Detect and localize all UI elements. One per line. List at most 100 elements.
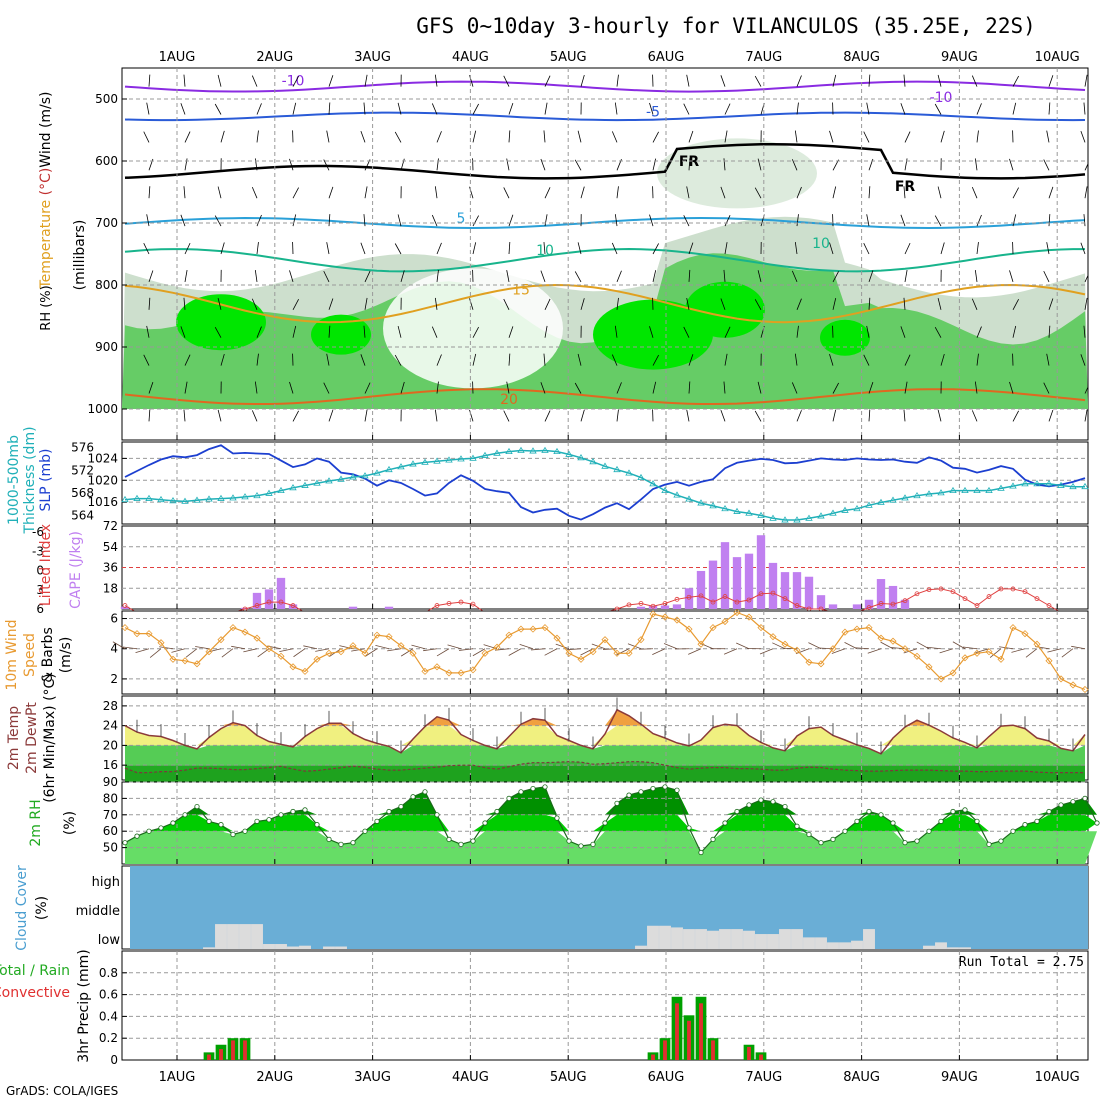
wind-barb <box>611 354 618 366</box>
wind-barb <box>364 382 371 394</box>
wind-barb <box>971 298 978 310</box>
wind-speed-marker <box>817 660 825 668</box>
axis-label-part: 3hr Precip (mm) <box>76 949 92 1062</box>
pressure-tick-label: 500 <box>95 92 118 106</box>
wind-barb <box>508 242 511 255</box>
wind-barb <box>574 382 582 394</box>
wind-barb <box>1012 214 1017 227</box>
cape-bar <box>804 576 814 609</box>
wind-barb <box>1048 298 1054 310</box>
cape-bar <box>876 579 886 609</box>
wind-barb <box>611 131 618 143</box>
wind-barb <box>1012 75 1019 87</box>
thickness-tick-label: 568 <box>71 486 94 500</box>
wind-barb-10m <box>688 648 702 655</box>
thickness-marker <box>229 494 237 501</box>
thickness-marker <box>517 446 525 453</box>
wind-barb <box>832 271 839 283</box>
rh-marker <box>158 825 164 831</box>
wind-barb <box>143 354 150 366</box>
wind-barb <box>934 215 942 227</box>
wind-barb <box>183 186 186 199</box>
cape-bar <box>864 599 874 609</box>
top-date-label: 4AUG <box>452 50 489 65</box>
wind-barb <box>1084 297 1088 310</box>
slp-line <box>124 444 1086 521</box>
low-cloud-bar <box>251 924 263 949</box>
wind-barb <box>900 326 906 338</box>
panel-frame <box>121 950 1089 1061</box>
wind-ylabel-1: 10m Wind <box>4 619 20 690</box>
wind-barb <box>363 214 366 227</box>
bottom-date-label: 4AUG <box>452 1070 489 1085</box>
precip-ylabel: 3hr Precip (mm) <box>76 949 92 1062</box>
thickness-marker <box>445 456 453 463</box>
top-date-label: 2AUG <box>256 50 293 65</box>
thickness-marker <box>481 451 489 458</box>
li-marker <box>914 591 920 597</box>
wind-barb <box>832 74 837 87</box>
credit-label: GrADS: COLA/IGES <box>6 1084 118 1098</box>
wind-barb <box>183 409 186 422</box>
cape-bar <box>348 606 358 609</box>
wind-barb-10m <box>663 643 678 650</box>
pressure-tick-label: 600 <box>95 154 118 168</box>
wind-barb <box>649 214 654 227</box>
thickness-marker <box>349 473 357 480</box>
wind-barb <box>251 298 258 310</box>
wind-barb <box>184 242 191 255</box>
precip-legend-convective: Convective <box>0 985 70 1001</box>
wind-barb-10m <box>795 648 810 655</box>
wind-barb <box>976 353 979 366</box>
wind-barb <box>754 410 762 422</box>
rh-marker <box>122 840 128 846</box>
rh-marker <box>242 828 248 834</box>
axis-label-part: Thickness (dm) <box>22 426 38 534</box>
pressure-tick-label: 800 <box>95 278 118 292</box>
thickness-marker <box>577 454 585 461</box>
wind-barb-10m <box>916 641 930 650</box>
wind-barb <box>543 130 546 143</box>
wind-barb <box>508 103 514 115</box>
cape-bar <box>732 557 742 609</box>
cape-bar <box>264 589 274 609</box>
wind-barb <box>503 75 510 87</box>
wind-barb <box>866 325 870 338</box>
thickness-marker <box>877 498 885 505</box>
wind-barb <box>328 186 334 199</box>
thickness-marker <box>793 516 801 523</box>
wind-speed-marker <box>277 652 285 660</box>
isotherm-10 <box>124 247 1085 273</box>
low-cloud-bar <box>947 947 959 949</box>
wind-barb <box>400 270 405 283</box>
wind-barb <box>1084 386 1088 394</box>
thickness-marker <box>889 496 897 503</box>
wind-barb <box>863 243 870 255</box>
wind-barb <box>431 214 438 227</box>
precip-tick-label: 0.8 <box>99 966 118 980</box>
bottom-date-label: 3AUG <box>354 1070 391 1085</box>
rh-marker <box>902 840 908 846</box>
isotherm-20 <box>124 388 1086 405</box>
wind-barb <box>971 186 978 199</box>
thickness-marker <box>421 458 429 465</box>
wind-barb <box>903 74 906 87</box>
wind-barb <box>184 131 191 143</box>
wind-barb-10m <box>351 648 366 652</box>
li-marker <box>1034 596 1040 602</box>
wind-barb <box>214 215 222 227</box>
wind-barb <box>940 242 945 255</box>
wind-barb <box>217 186 222 199</box>
wind-barb <box>251 75 258 87</box>
rh-marker <box>638 789 644 795</box>
thickness-marker <box>241 493 249 500</box>
wind-barb <box>1012 325 1017 338</box>
low-cloud-bar <box>659 925 671 949</box>
wind-speed-marker <box>1009 624 1017 632</box>
wind-barb <box>652 243 659 255</box>
thickness-marker <box>385 465 393 473</box>
rh-marker <box>254 818 260 824</box>
precip-convective-bar <box>699 1003 703 1060</box>
wind-barb-10m <box>279 648 294 653</box>
low-cloud-bar <box>323 946 335 949</box>
